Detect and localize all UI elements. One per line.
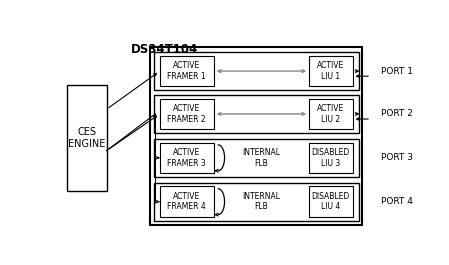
Text: PORT 1: PORT 1 xyxy=(382,67,414,76)
FancyBboxPatch shape xyxy=(309,56,352,86)
FancyBboxPatch shape xyxy=(154,183,359,220)
FancyBboxPatch shape xyxy=(150,47,362,225)
FancyBboxPatch shape xyxy=(309,99,352,129)
FancyBboxPatch shape xyxy=(160,187,214,217)
Text: INTERNAL
FLB: INTERNAL FLB xyxy=(242,192,281,211)
Text: ACTIVE
LIU 1: ACTIVE LIU 1 xyxy=(317,61,344,81)
FancyBboxPatch shape xyxy=(154,139,359,177)
FancyBboxPatch shape xyxy=(160,143,214,173)
Text: INTERNAL
FLB: INTERNAL FLB xyxy=(242,148,281,167)
FancyBboxPatch shape xyxy=(160,99,214,129)
FancyBboxPatch shape xyxy=(154,95,359,133)
FancyBboxPatch shape xyxy=(309,143,352,173)
FancyBboxPatch shape xyxy=(309,187,352,217)
FancyBboxPatch shape xyxy=(66,85,106,191)
Text: PORT 3: PORT 3 xyxy=(382,153,414,162)
Text: ACTIVE
FRAMER 4: ACTIVE FRAMER 4 xyxy=(167,192,206,211)
Text: PORT 4: PORT 4 xyxy=(382,197,414,206)
Text: CES
ENGINE: CES ENGINE xyxy=(68,127,105,149)
Text: DS34T104: DS34T104 xyxy=(131,43,198,56)
Text: PORT 2: PORT 2 xyxy=(382,109,414,118)
FancyBboxPatch shape xyxy=(160,56,214,86)
Text: DISABLED
LIU 4: DISABLED LIU 4 xyxy=(312,192,350,211)
Text: ACTIVE
LIU 2: ACTIVE LIU 2 xyxy=(317,104,344,124)
FancyBboxPatch shape xyxy=(154,52,359,90)
Text: ACTIVE
FRAMER 3: ACTIVE FRAMER 3 xyxy=(167,148,206,167)
Text: ACTIVE
FRAMER 1: ACTIVE FRAMER 1 xyxy=(167,61,206,81)
Text: ACTIVE
FRAMER 2: ACTIVE FRAMER 2 xyxy=(167,104,206,124)
Text: DISABLED
LIU 3: DISABLED LIU 3 xyxy=(312,148,350,167)
